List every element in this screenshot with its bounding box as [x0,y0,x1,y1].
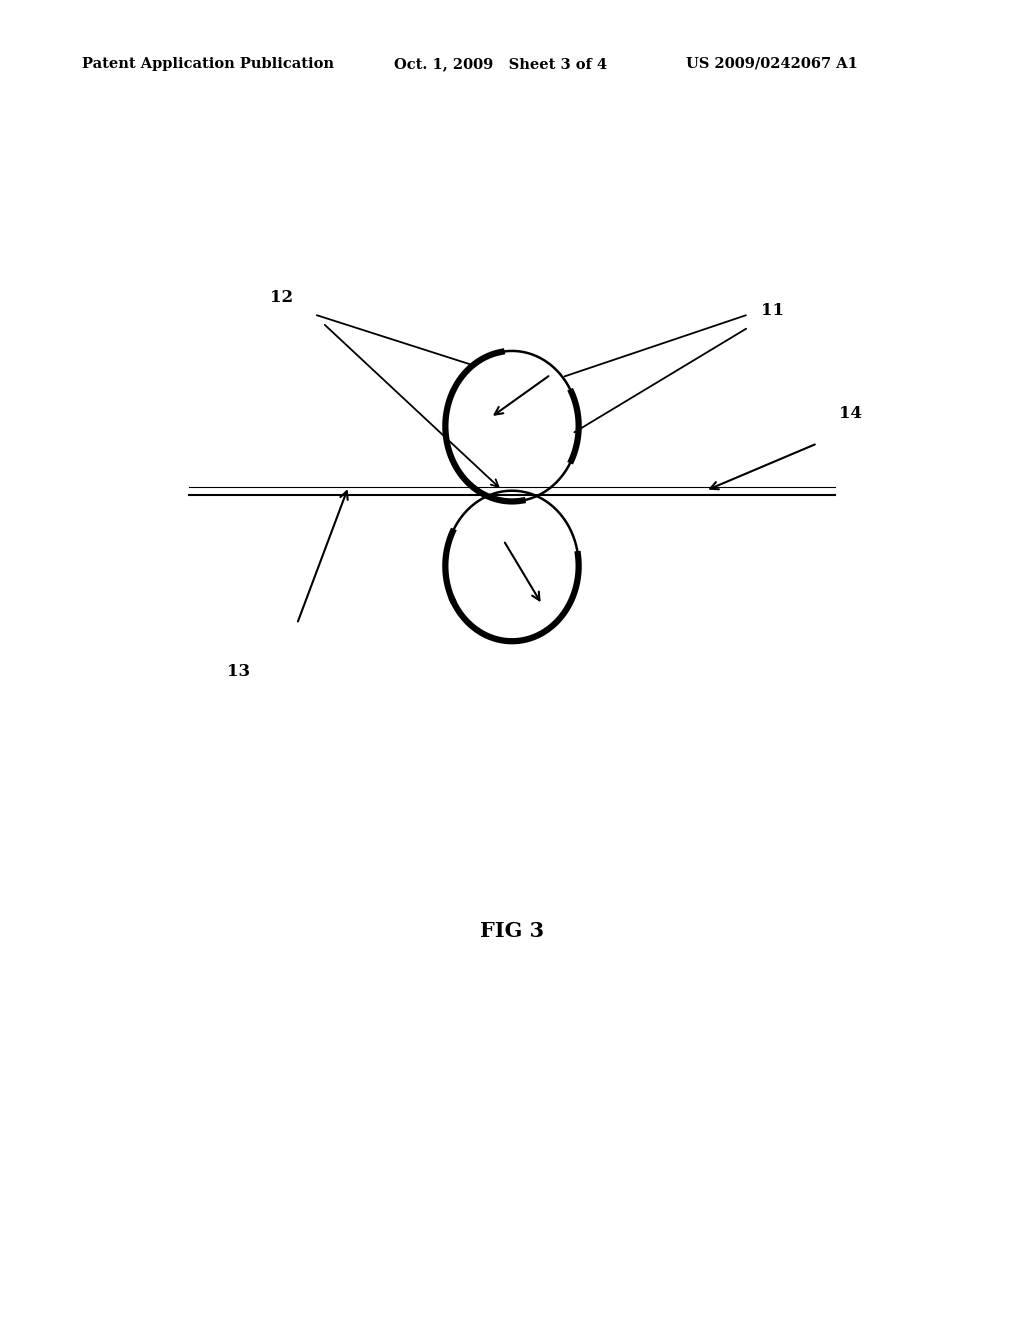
Text: US 2009/0242067 A1: US 2009/0242067 A1 [686,57,858,71]
Text: Oct. 1, 2009   Sheet 3 of 4: Oct. 1, 2009 Sheet 3 of 4 [394,57,607,71]
Text: 14: 14 [839,405,862,422]
Text: Patent Application Publication: Patent Application Publication [82,57,334,71]
Text: 11: 11 [762,301,784,318]
Text: 12: 12 [269,289,293,306]
Text: 13: 13 [226,663,250,680]
Text: FIG 3: FIG 3 [480,920,544,941]
